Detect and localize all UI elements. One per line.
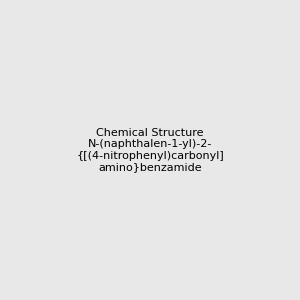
Text: Chemical Structure
N-(naphthalen-1-yl)-2-
{[(4-nitrophenyl)carbonyl]
amino}benza: Chemical Structure N-(naphthalen-1-yl)-2…	[76, 128, 224, 172]
